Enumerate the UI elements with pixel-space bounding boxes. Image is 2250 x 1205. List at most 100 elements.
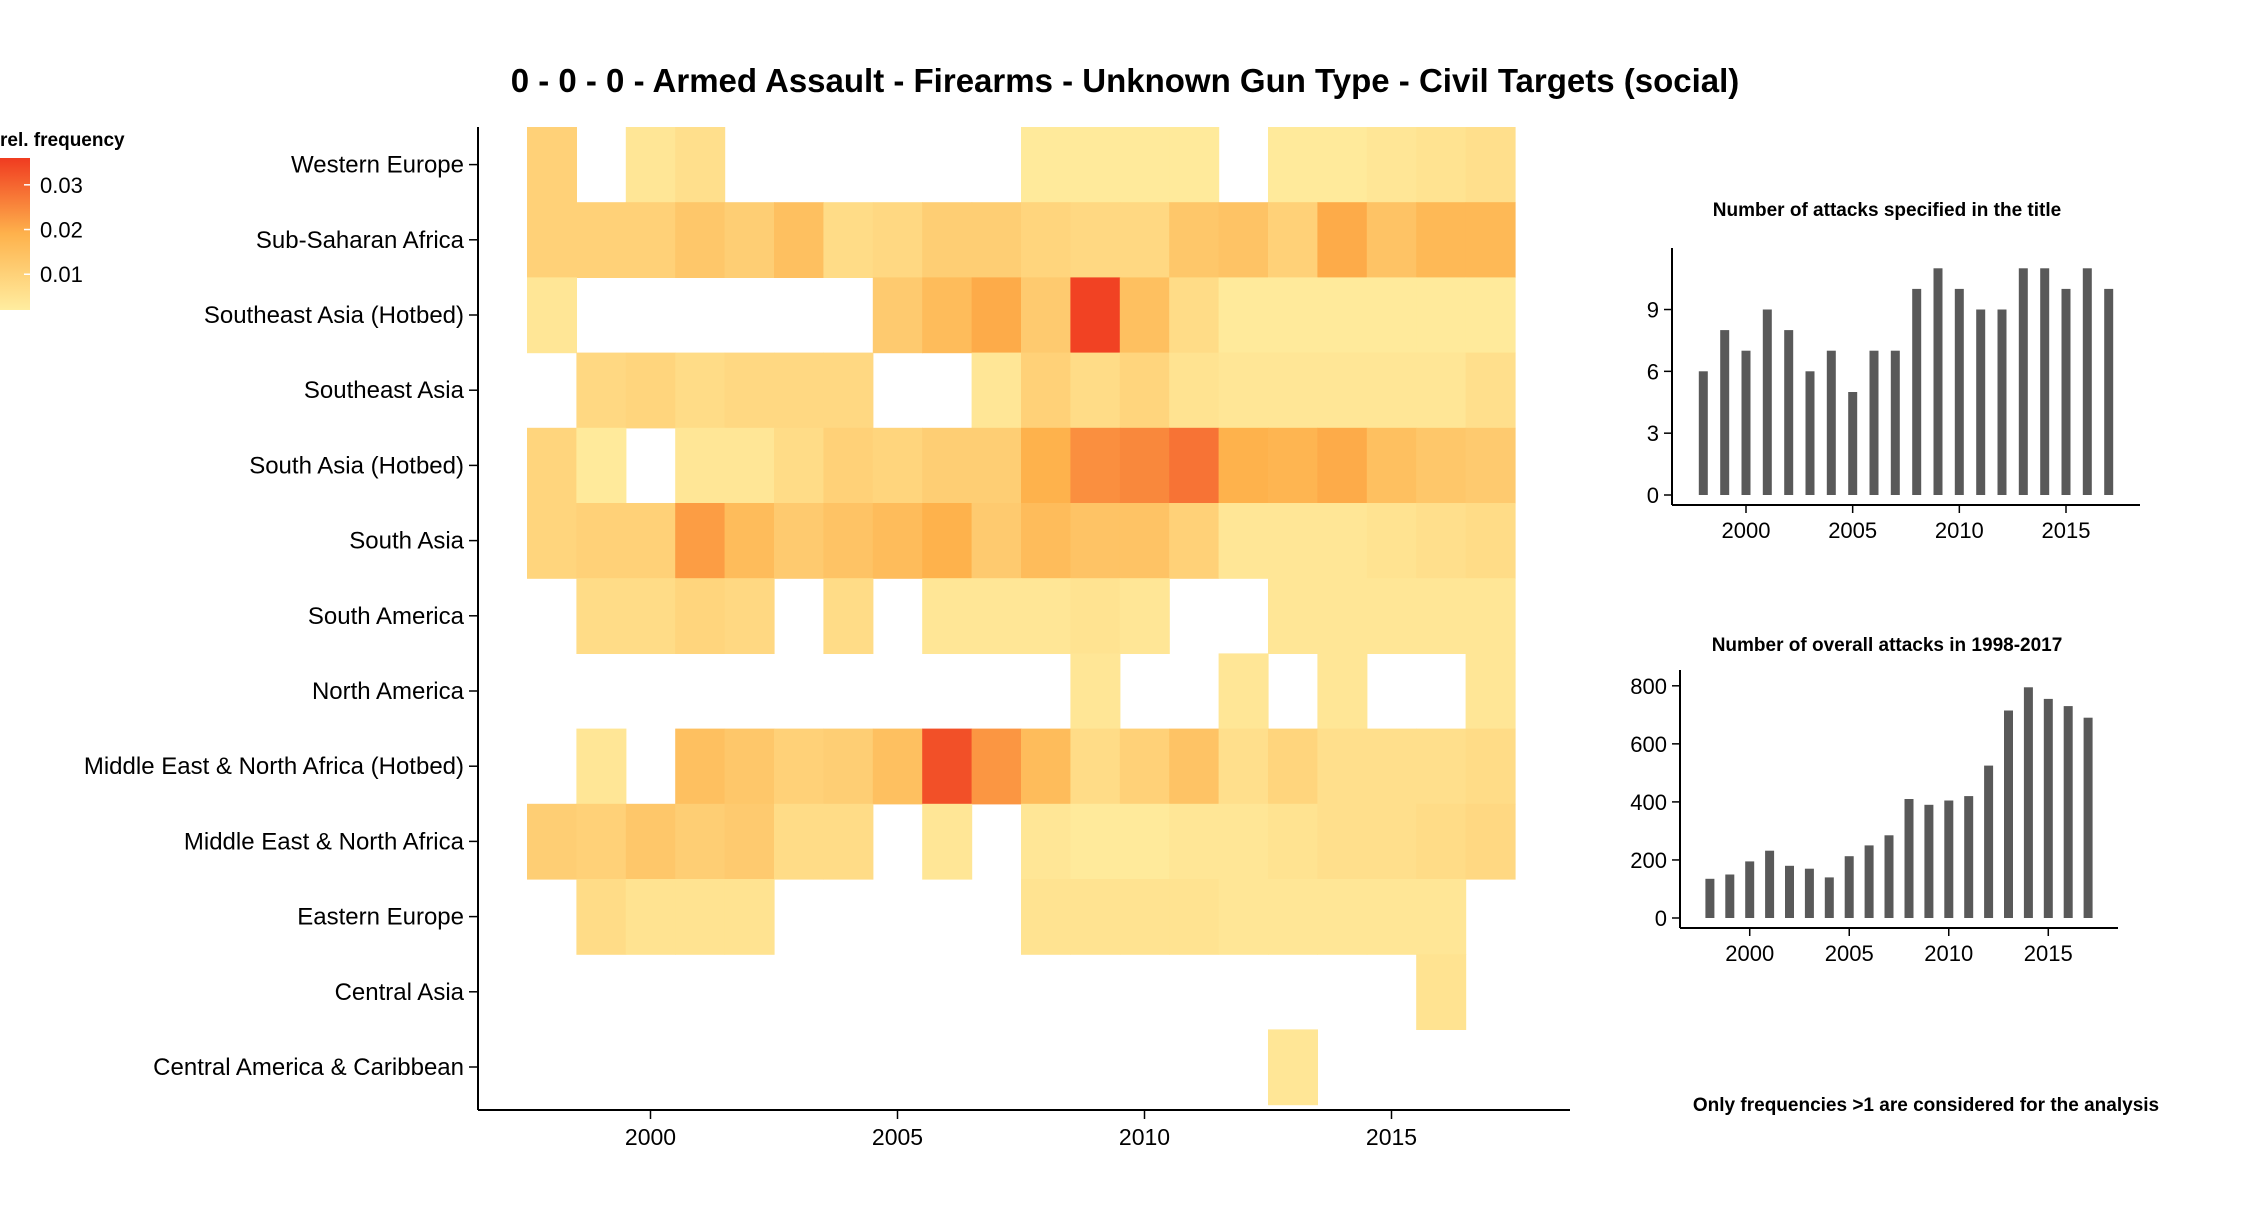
heatmap-cell bbox=[1416, 578, 1467, 654]
bar2-bar bbox=[2023, 687, 2033, 918]
heatmap-cell bbox=[1070, 127, 1121, 203]
heatmap-cell bbox=[1021, 803, 1071, 880]
bar2-bar bbox=[1944, 800, 1954, 918]
heatmap-cell bbox=[1465, 653, 1516, 730]
bar1-bar bbox=[2040, 268, 2050, 495]
x-tick-label: 2000 bbox=[625, 1124, 676, 1150]
bar2-bar bbox=[1824, 877, 1834, 918]
heatmap-cell bbox=[1218, 653, 1269, 730]
heatmap-cell bbox=[922, 803, 973, 880]
heatmap-cell bbox=[1465, 503, 1516, 579]
heatmap-cell bbox=[823, 202, 874, 278]
y-tick-label: South Asia bbox=[349, 528, 464, 555]
heatmap-cell bbox=[1416, 127, 1467, 203]
y-tick-label: North America bbox=[312, 678, 465, 705]
heatmap-cell bbox=[1070, 427, 1121, 504]
heatmap-cell bbox=[823, 503, 874, 579]
heatmap-cell bbox=[1366, 803, 1417, 880]
heatmap-cell bbox=[971, 202, 1022, 278]
heatmap-cell bbox=[1169, 427, 1220, 504]
heatmap-cell bbox=[576, 803, 627, 880]
bar2-bar bbox=[2063, 706, 2073, 918]
bar2-x-tick-label: 2005 bbox=[1825, 941, 1874, 966]
heatmap-cell bbox=[1169, 728, 1220, 805]
bar2-x-tick-label: 2015 bbox=[2024, 941, 2073, 966]
heatmap-cell bbox=[1465, 803, 1516, 880]
heatmap-cell bbox=[1070, 653, 1121, 730]
heatmap-cell bbox=[675, 503, 726, 579]
heatmap-cell bbox=[922, 202, 973, 278]
heatmap-cell bbox=[625, 879, 676, 955]
heatmap-cell bbox=[1021, 503, 1071, 579]
heatmap-cell bbox=[576, 352, 627, 429]
bar1-bar bbox=[1826, 350, 1836, 495]
bar1-x-tick-label: 2015 bbox=[2042, 518, 2091, 543]
heatmap-cell bbox=[1119, 728, 1170, 805]
heatmap-cell bbox=[625, 503, 676, 579]
heatmap-cell bbox=[1416, 352, 1467, 429]
heatmap-cell bbox=[774, 803, 824, 880]
heatmap-cell bbox=[1169, 503, 1220, 579]
heatmap-cell bbox=[1070, 503, 1121, 579]
heatmap-cell bbox=[1119, 352, 1170, 429]
heatmap-cell bbox=[1119, 503, 1170, 579]
heatmap-cell bbox=[1119, 127, 1170, 203]
heatmap-cell bbox=[625, 352, 676, 429]
bar2-bar bbox=[1725, 874, 1735, 918]
heatmap-cell bbox=[724, 578, 775, 654]
heatmap-cell bbox=[922, 503, 973, 579]
heatmap-cell bbox=[971, 503, 1022, 579]
bar2-bar bbox=[1804, 868, 1814, 918]
heatmap-cell bbox=[1268, 352, 1318, 429]
heatmap-cell bbox=[1366, 352, 1417, 429]
heatmap-cell bbox=[724, 803, 775, 880]
legend-tick-label: 0.01 bbox=[40, 262, 83, 287]
y-tick-label: Central Asia bbox=[335, 979, 465, 1006]
heatmap-cell bbox=[1218, 202, 1269, 278]
heatmap-cell bbox=[1021, 427, 1071, 504]
heatmap-cell bbox=[1416, 202, 1467, 278]
heatmap-cell bbox=[527, 803, 577, 880]
heatmap-cell bbox=[922, 427, 973, 504]
heatmap-cell bbox=[625, 803, 676, 880]
bar2-bar bbox=[1765, 850, 1775, 918]
heatmap-cell bbox=[724, 879, 775, 955]
bar1-x-tick-label: 2010 bbox=[1935, 518, 1984, 543]
heatmap-cell bbox=[625, 127, 676, 203]
bar1-bar bbox=[2082, 268, 2092, 495]
heatmap-cell bbox=[1169, 803, 1220, 880]
heatmap-cell bbox=[675, 578, 726, 654]
bar2-y-tick-label: 0 bbox=[1655, 906, 1667, 931]
heatmap-cell bbox=[1169, 127, 1220, 203]
bar1-bar bbox=[1890, 350, 1900, 495]
heatmap-cell bbox=[675, 202, 726, 278]
bar1-bar bbox=[1954, 288, 1964, 495]
heatmap-cell bbox=[1317, 578, 1368, 654]
bar2-x-tick-label: 2010 bbox=[1924, 941, 1973, 966]
bar1-bar bbox=[1698, 371, 1708, 495]
heatmap-cell bbox=[527, 127, 577, 203]
heatmap-cell bbox=[774, 427, 824, 504]
x-tick-label: 2005 bbox=[872, 1124, 923, 1150]
main-title: 0 - 0 - 0 - Armed Assault - Firearms - U… bbox=[511, 62, 1740, 99]
bar1-bar bbox=[1762, 309, 1772, 495]
bar2-bar bbox=[1705, 878, 1715, 918]
y-tick-label: Western Europe bbox=[291, 152, 464, 179]
heatmap-cell bbox=[872, 277, 923, 354]
heatmap-cell bbox=[576, 879, 627, 955]
heatmap-cell bbox=[922, 277, 973, 354]
bar-chart-overall-attacks: Number of overall attacks in 1998-2017 0… bbox=[1630, 635, 2118, 966]
heatmap-cell bbox=[1021, 277, 1071, 354]
heatmap-cell bbox=[1070, 352, 1121, 429]
heatmap-cell bbox=[1218, 427, 1269, 504]
heatmap-cell bbox=[724, 503, 775, 579]
heatmap-cell bbox=[1268, 202, 1318, 278]
heatmap-cell bbox=[1317, 352, 1368, 429]
bar1-y-tick-label: 9 bbox=[1647, 298, 1659, 323]
bar1-bar bbox=[1720, 330, 1730, 495]
heatmap-cell bbox=[971, 578, 1022, 654]
x-tick-label: 2010 bbox=[1119, 1124, 1170, 1150]
heatmap-cell bbox=[675, 352, 726, 429]
heatmap-cell bbox=[1070, 202, 1121, 278]
